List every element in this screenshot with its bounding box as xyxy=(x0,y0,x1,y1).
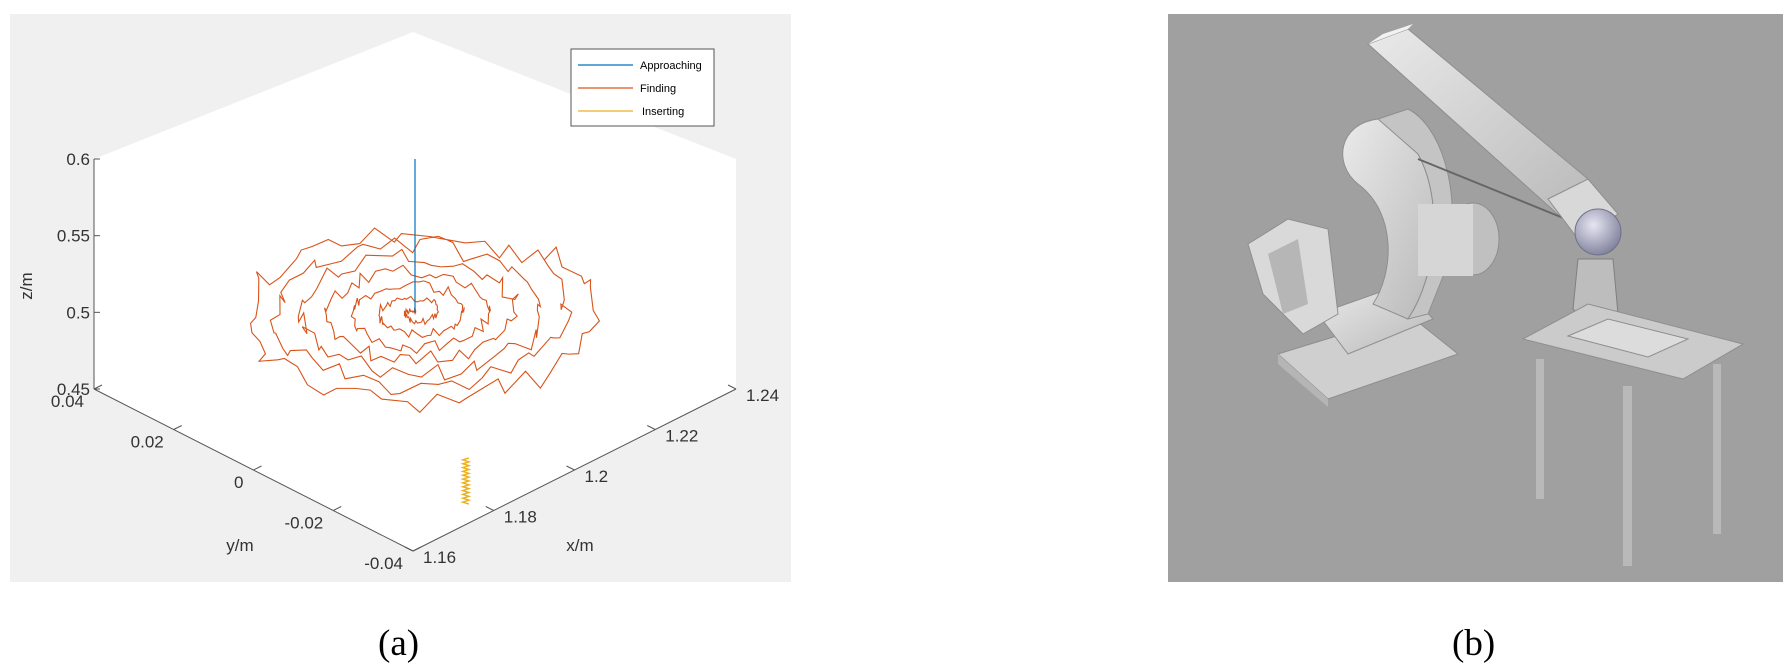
robot-upper-arm-top xyxy=(1368,24,1413,44)
z-tick-label: 0.5 xyxy=(66,303,90,322)
figure-a-panel: 1.16 1.18 1.2 1.22 1.24 -0.04 -0.02 0 0.02 0.04 0.… xyxy=(10,14,791,582)
legend: Approaching Finding Inserting xyxy=(570,48,715,127)
robot-side-bracket-inner xyxy=(1268,239,1308,314)
x-tick-label: 1.22 xyxy=(665,427,698,446)
x-tick-mark xyxy=(727,384,737,390)
robot-cable xyxy=(1417,158,1579,225)
y-tick-mark xyxy=(93,384,103,390)
table-leg-front-right xyxy=(1623,386,1632,566)
legend-label-finding: Finding xyxy=(640,83,676,95)
y-tick-label: -0.02 xyxy=(285,514,324,533)
y-tick-label: -0.04 xyxy=(364,554,403,573)
series-layer xyxy=(249,159,601,505)
robot-arm-illustration xyxy=(1247,24,1745,566)
inserting-line xyxy=(460,457,472,505)
x-tick-mark xyxy=(566,465,575,471)
z-tick-label: 0.6 xyxy=(66,150,90,169)
finding-spiral-line xyxy=(249,227,601,414)
z-tick-label: 0.45 xyxy=(57,380,90,399)
table-leg-back-right xyxy=(1713,364,1721,534)
trajectory-3d-plot: 1.161.181.21.221.24-0.04-0.0200.020.040.… xyxy=(17,32,779,573)
caption-b: (b) xyxy=(1452,623,1496,664)
z-axis-label: z/m xyxy=(17,272,36,299)
figure-b-panel xyxy=(1168,14,1783,582)
x-tick-mark xyxy=(647,425,656,430)
legend-label-approaching: Approaching xyxy=(640,60,702,72)
x-tick-label: 1.24 xyxy=(746,386,779,405)
x-tick-mark xyxy=(404,546,414,552)
x-tick-mark xyxy=(485,506,494,511)
robot-base-front xyxy=(1278,354,1328,407)
z-tick-label: 0.55 xyxy=(57,227,90,246)
y-tick-mark xyxy=(333,506,342,511)
axis-ticks: 1.161.181.21.221.24-0.04-0.0200.020.040.… xyxy=(51,150,779,573)
y-tick-mark xyxy=(253,465,262,471)
legend-label-inserting: Inserting xyxy=(642,106,684,118)
y-tick-mark xyxy=(173,425,182,430)
y-tick-mark xyxy=(412,546,422,552)
legend-box xyxy=(570,48,715,127)
y-axis-label: y/m xyxy=(226,536,253,555)
x-tick-label: 1.2 xyxy=(585,467,609,486)
robot-wrist-joint xyxy=(1574,208,1622,256)
x-axis-label: x/m xyxy=(566,536,593,555)
y-tick-label: 0.04 xyxy=(51,392,84,411)
y-tick-label: 0.02 xyxy=(131,433,164,452)
y-tick-label: 0 xyxy=(234,473,243,492)
table-plate xyxy=(1566,318,1690,358)
robot-motor-body xyxy=(1418,204,1473,276)
x-tick-label: 1.16 xyxy=(423,548,456,567)
caption-a: (a) xyxy=(378,623,420,664)
table-leg-front-left xyxy=(1536,359,1544,499)
x-tick-label: 1.18 xyxy=(504,508,537,527)
